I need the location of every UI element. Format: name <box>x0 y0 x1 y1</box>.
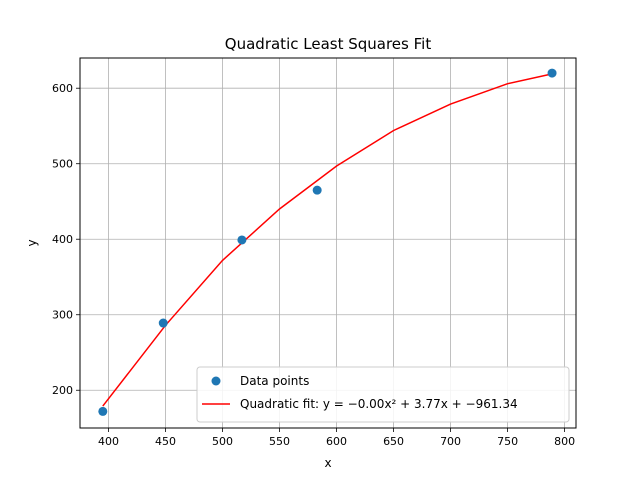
fit-line-layer <box>102 73 553 407</box>
y-tick-label: 500 <box>52 158 73 171</box>
data-point <box>312 185 322 195</box>
data-point <box>98 406 108 416</box>
legend-box <box>196 366 570 423</box>
legend-marker-data-points <box>211 376 221 386</box>
legend-label-fit: Quadratic fit: y = −0.00x² + 3.77x + −96… <box>240 397 518 411</box>
x-axis-label: x <box>324 456 331 470</box>
x-tick-label: 500 <box>212 435 233 448</box>
y-tick-label: 600 <box>52 82 73 95</box>
y-axis-ticks: 200 300 400 500 600 <box>52 82 80 397</box>
fit-curve <box>102 73 553 407</box>
x-tick-label: 550 <box>269 435 290 448</box>
x-tick-label: 750 <box>497 435 518 448</box>
x-axis-ticks: 400 450 500 550 600 650 700 750 800 <box>98 428 575 448</box>
y-tick-label: 200 <box>52 384 73 397</box>
x-tick-label: 700 <box>440 435 461 448</box>
x-tick-label: 600 <box>326 435 347 448</box>
x-tick-label: 450 <box>155 435 176 448</box>
legend-label-data-points: Data points <box>240 374 309 388</box>
y-tick-label: 400 <box>52 233 73 246</box>
plot-frame <box>79 57 577 429</box>
legend: Data points Quadratic fit: y = −0.00x² +… <box>196 366 570 423</box>
data-point <box>547 68 557 78</box>
data-point <box>237 235 247 245</box>
chart-title: Quadratic Least Squares Fit <box>225 35 432 53</box>
x-tick-label: 800 <box>554 435 575 448</box>
x-tick-label: 650 <box>383 435 404 448</box>
y-axis-label: y <box>25 239 39 246</box>
data-points-layer <box>98 68 557 416</box>
y-tick-label: 300 <box>52 309 73 322</box>
x-tick-label: 400 <box>98 435 119 448</box>
data-point <box>158 318 168 328</box>
